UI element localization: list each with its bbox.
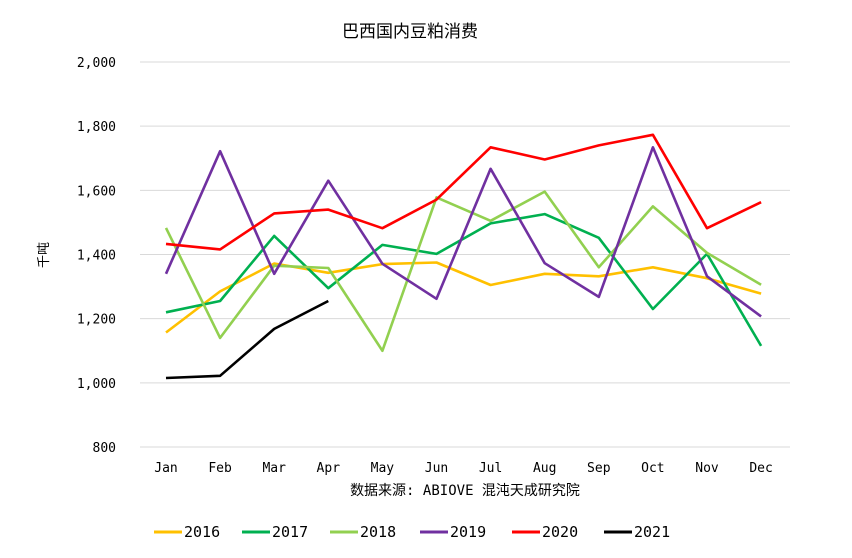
series-line-2016 [165,261,762,334]
y-tick-label: 800 [93,441,116,456]
y-tick-label: 1,400 [77,249,116,264]
x-tick-label: Dec [749,461,772,476]
legend-item-2020: 2020 [512,523,578,541]
series-lines [164,133,763,380]
series-line-2021 [165,299,329,380]
x-axis-ticks: Jan Feb Mar Apr May Jun Jul Aug Sep Oct Nov Dec [154,461,773,476]
y-tick-label: 2,000 [77,56,116,71]
x-tick-label: Sep [587,461,611,476]
x-tick-label: Jun [425,461,448,476]
series-line-2020 [165,133,762,251]
series-line-2019 [164,146,762,318]
gridlines [140,61,790,448]
legend-item-2017: 2017 [242,523,308,541]
legend-item-2018: 2018 [330,523,396,541]
legend-item-2019: 2019 [420,523,486,541]
source-note: 数据来源: ABIOVE 混沌天成研究院 [350,483,580,499]
series-line-2018 [164,190,762,353]
chart-title: 巴西国内豆粕消费 [342,22,478,42]
legend-item-2021: 2021 [604,523,670,541]
legend-label: 2018 [360,523,396,541]
legend-label: 2019 [450,523,486,541]
y-tick-label: 1,000 [77,377,116,392]
legend-label: 2021 [634,523,670,541]
x-tick-label: Apr [317,461,341,476]
y-axis-ticks: 800 1,000 1,200 1,400 1,600 1,800 2,000 [77,56,116,456]
y-tick-label: 1,600 [77,184,116,199]
y-axis-label: 千吨 [37,242,52,268]
legend-label: 2016 [184,523,220,541]
series-line-2017 [165,212,763,347]
x-tick-label: Feb [208,461,232,476]
x-tick-label: Nov [695,461,719,476]
x-tick-label: Aug [533,461,556,476]
y-tick-label: 1,800 [77,120,116,135]
x-tick-label: Jul [479,461,502,476]
y-tick-label: 1,200 [77,313,116,328]
legend-label: 2017 [272,523,308,541]
x-tick-label: May [371,461,395,476]
x-tick-label: Oct [641,461,664,476]
legend-item-2016: 2016 [154,523,220,541]
legend: 2016 2017 2018 2019 2020 2021 [154,523,670,541]
x-tick-label: Jan [154,461,177,476]
legend-label: 2020 [542,523,578,541]
x-tick-label: Mar [262,461,286,476]
